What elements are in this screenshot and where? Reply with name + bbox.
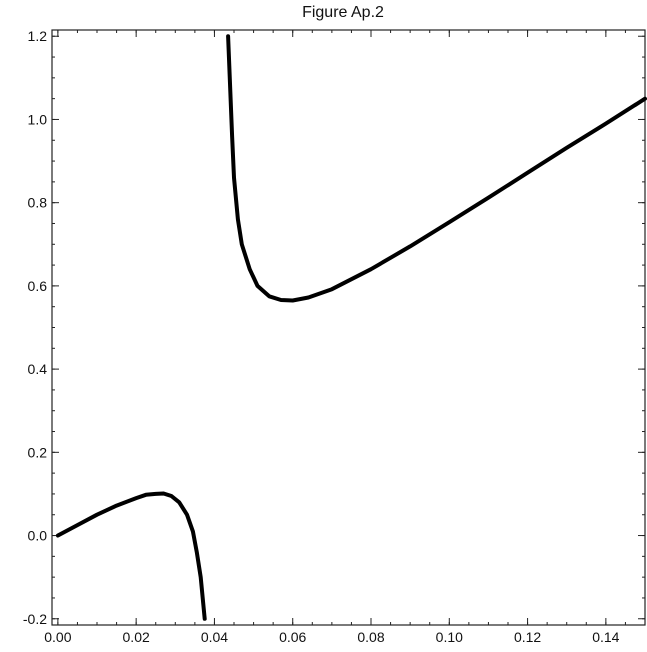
x-tick-label: 0.12 bbox=[514, 629, 541, 645]
y-tick-label: 0.8 bbox=[28, 195, 48, 211]
plot-border bbox=[51, 29, 646, 626]
y-tick-label: 0.0 bbox=[28, 528, 48, 544]
y-tick-label: 0.6 bbox=[28, 278, 48, 294]
y-tick-label: 1.0 bbox=[28, 111, 48, 127]
x-tick-label: 0.06 bbox=[279, 629, 306, 645]
x-tick-label: 0.10 bbox=[436, 629, 463, 645]
curve-branch-1 bbox=[55, 491, 207, 621]
chart-title: Figure Ap.2 bbox=[302, 4, 384, 21]
x-tick-label: 0.14 bbox=[592, 629, 619, 645]
x-tick-label: 0.02 bbox=[123, 629, 150, 645]
y-tick-label: 0.2 bbox=[28, 444, 48, 460]
y-tick-label: 0.4 bbox=[28, 361, 48, 377]
y-tick-label: -0.2 bbox=[23, 611, 47, 627]
x-tick-label: 0.04 bbox=[201, 629, 228, 645]
data-curves bbox=[55, 34, 647, 621]
x-tick-label: 0.08 bbox=[357, 629, 384, 645]
curve-branch-2 bbox=[226, 34, 647, 303]
y-tick-label: 1.2 bbox=[28, 28, 48, 44]
axis-ticks bbox=[52, 30, 646, 625]
x-tick-label: 0.00 bbox=[44, 629, 71, 645]
axis-tick-labels: 0.00 0.02 0.04 0.06 0.08 0.10 0.12 0.14 -0.2 0.0 0… bbox=[23, 28, 620, 645]
plot-frame bbox=[51, 29, 646, 626]
